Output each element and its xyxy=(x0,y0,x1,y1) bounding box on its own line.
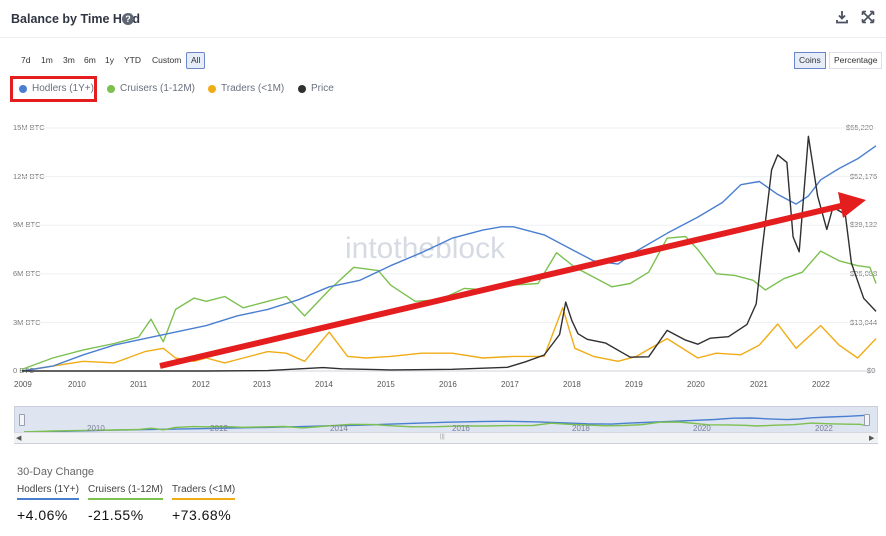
series-line-hodlers[interactable] xyxy=(21,145,877,372)
navigator-year: 2014 xyxy=(330,424,348,433)
change-label: Traders (<1M) xyxy=(172,484,236,500)
navigator-year: 2010 xyxy=(87,424,105,433)
change-label: Hodlers (1Y+) xyxy=(17,484,79,500)
navigator-scrollbar[interactable] xyxy=(14,432,878,443)
scroll-grip-icon[interactable]: ||| xyxy=(440,434,445,440)
y-tick-left: 9M BTC xyxy=(13,220,41,229)
legend-hodlers[interactable]: Hodlers (1Y+) xyxy=(19,83,94,94)
change-section-title: 30-Day Change xyxy=(17,466,95,478)
scroll-right-icon[interactable]: ▶ xyxy=(869,435,875,442)
navigator-year: 2020 xyxy=(693,424,711,433)
navigator-year: 2012 xyxy=(210,424,228,433)
change-cruisers: Cruisers (1-12M) -21.55% xyxy=(88,484,164,523)
x-tick: 2016 xyxy=(439,380,457,389)
x-tick: 2022 xyxy=(812,380,830,389)
page-title: Balance by Time Held xyxy=(11,12,140,26)
change-value: -21.55% xyxy=(88,507,144,523)
navigator-right-handle[interactable] xyxy=(864,414,870,426)
legend-dot xyxy=(298,84,306,93)
legend-dot xyxy=(19,84,27,93)
fullscreen-icon[interactable] xyxy=(860,10,876,26)
navigator-line xyxy=(23,421,867,433)
download-icon[interactable] xyxy=(834,10,850,26)
legend-traders[interactable]: Traders (<1M) xyxy=(208,83,284,94)
help-icon[interactable]: ? xyxy=(122,13,134,25)
x-tick: 2014 xyxy=(315,380,333,389)
x-tick: 2010 xyxy=(68,380,86,389)
change-value: +73.68% xyxy=(172,507,232,523)
legend-label: Price xyxy=(311,83,334,94)
balance-chart[interactable]: intotheblock xyxy=(0,0,886,400)
range-7d-button[interactable]: 7d xyxy=(21,55,31,65)
x-tick: 2013 xyxy=(253,380,271,389)
legend-label: Cruisers (1-12M) xyxy=(120,83,196,94)
change-hodlers: Hodlers (1Y+) +4.06% xyxy=(17,484,79,523)
watermark: intotheblock xyxy=(345,232,506,265)
range-1m-button[interactable]: 1m xyxy=(41,55,53,65)
y-tick-right: $39,132 xyxy=(850,220,878,229)
navigator-year: 2018 xyxy=(572,424,590,433)
x-tick: 2011 xyxy=(130,380,148,389)
coins-toggle[interactable]: Coins xyxy=(794,52,826,69)
scroll-left-icon[interactable]: ◀ xyxy=(16,435,22,442)
range-1y-button[interactable]: 1y xyxy=(105,55,114,65)
legend-dot xyxy=(208,84,216,93)
series-line-price[interactable] xyxy=(22,135,877,372)
highlight-box xyxy=(10,76,97,102)
x-tick: 2020 xyxy=(687,380,705,389)
x-tick: 2009 xyxy=(14,380,32,389)
range-3m-button[interactable]: 3m xyxy=(63,55,75,65)
grid-lines xyxy=(22,127,876,372)
change-traders: Traders (<1M) +73.68% xyxy=(172,484,236,523)
legend-label: Traders (<1M) xyxy=(221,83,285,94)
x-tick: 2017 xyxy=(501,380,519,389)
change-label: Cruisers (1-12M) xyxy=(88,484,164,500)
legend-label: Hodlers (1Y+) xyxy=(32,83,94,94)
range-all-button[interactable]: All xyxy=(186,52,206,69)
legend-price[interactable]: Price xyxy=(298,83,334,94)
navigator-year: 2016 xyxy=(452,424,470,433)
navigator-left-handle[interactable] xyxy=(19,414,25,426)
chart-header: Balance by Time Held ? xyxy=(0,0,886,38)
x-tick: 2019 xyxy=(625,380,643,389)
legend-cruisers[interactable]: Cruisers (1-12M) xyxy=(107,83,195,94)
range-custom-button[interactable]: Custom xyxy=(152,55,182,65)
x-tick: 2021 xyxy=(750,380,768,389)
series-line-traders[interactable] xyxy=(21,307,877,372)
x-tick: 2015 xyxy=(377,380,395,389)
range-ytd-button[interactable]: YTD xyxy=(124,55,141,65)
range-6m-button[interactable]: 6m xyxy=(84,55,96,65)
x-tick: 2018 xyxy=(563,380,581,389)
percentage-toggle[interactable]: Percentage xyxy=(829,52,883,69)
navigator-year: 2022 xyxy=(815,424,833,433)
x-tick: 2012 xyxy=(192,380,210,389)
navigator-series xyxy=(23,414,867,433)
navigator-line xyxy=(23,414,867,433)
trend-arrow xyxy=(159,192,866,369)
legend-dot xyxy=(107,84,115,93)
change-value: +4.06% xyxy=(17,507,68,523)
